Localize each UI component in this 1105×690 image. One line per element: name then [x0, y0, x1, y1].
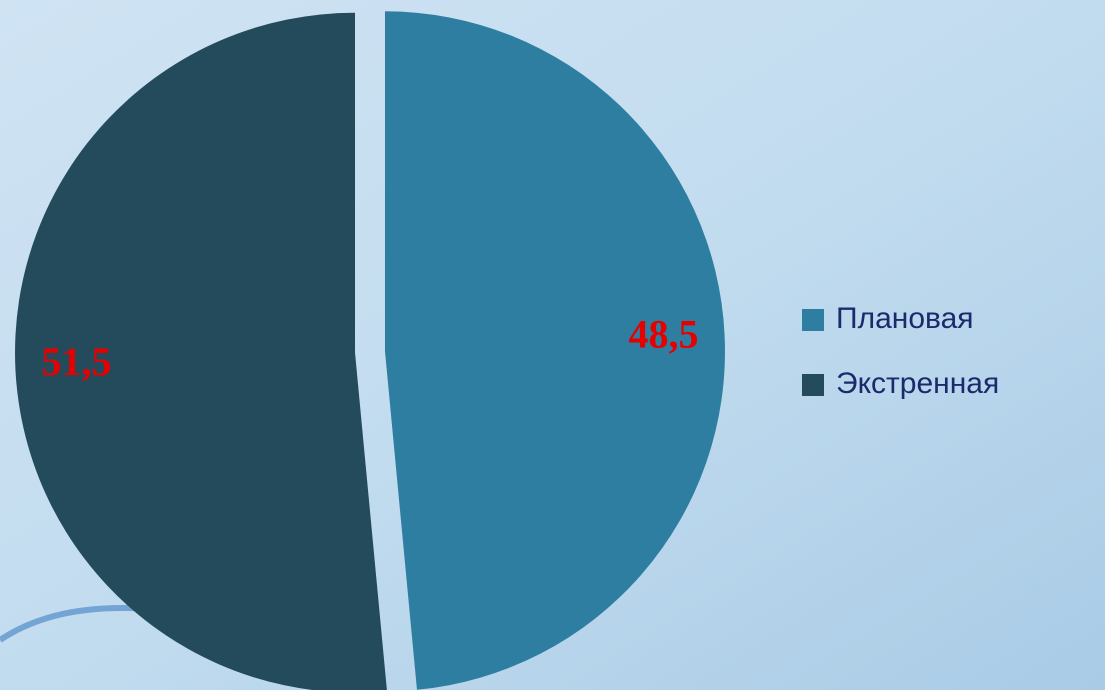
value-label: 51,5 [42, 339, 112, 384]
pie-slice [384, 11, 725, 690]
legend-swatch [802, 374, 824, 396]
legend-label: Плановая [836, 302, 974, 335]
legend-label: Экстренная [836, 367, 999, 400]
pie-slice [15, 12, 387, 690]
pie: 48,5 51,5 [15, 11, 725, 690]
legend-swatch [802, 309, 824, 331]
value-label: 48,5 [628, 311, 698, 356]
legend: Плановая Экстренная [802, 302, 999, 400]
